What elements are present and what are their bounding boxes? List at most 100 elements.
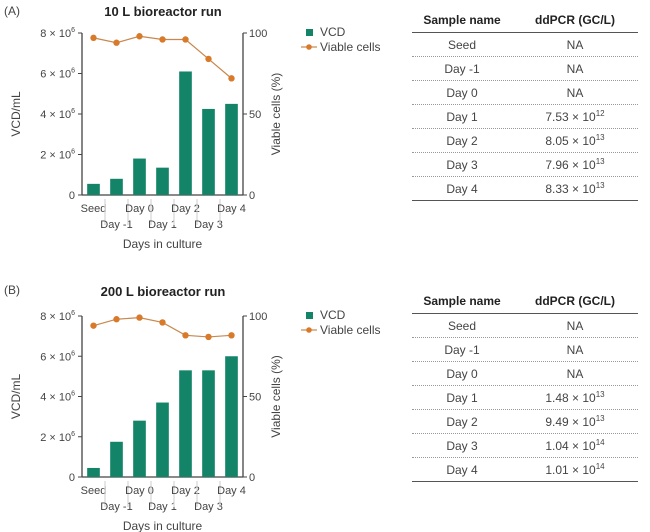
viability-point [182, 36, 189, 43]
sample-name-cell: Seed [447, 37, 477, 52]
x-tick-label: Day 1 [148, 219, 177, 231]
tick-mantissa: 4 × 10 [40, 392, 71, 404]
panel-label-b: (B) [4, 283, 20, 297]
right-tick-label: 50 [249, 392, 261, 404]
tick-exponent: 6 [71, 391, 75, 398]
vcd-bar [156, 402, 169, 477]
ddpcr-exponent: 14 [595, 462, 605, 471]
ddpcr-mantissa: 1.01 × 10 [545, 463, 596, 477]
table-row: Day 2 9.49 × 1013 [412, 410, 638, 434]
viability-point [228, 75, 235, 82]
ddpcr-mantissa: 7.53 × 10 [545, 110, 596, 124]
viability-point [159, 36, 166, 43]
ddpcr-exponent: 12 [595, 109, 605, 118]
x-tick-label: Day -1 [100, 219, 132, 231]
ddpcr-mantissa: NA [566, 38, 584, 52]
ddpcr-value-cell: 1.01 × 1014 [512, 462, 638, 477]
right-tick-label: 0 [249, 472, 255, 484]
sample-name-cell: Day 3 [446, 438, 478, 453]
table-row: Day -1 NA [412, 338, 638, 362]
x-tick-label: Day 0 [125, 203, 154, 215]
ddpcr-mantissa: 7.96 × 10 [545, 158, 596, 172]
vcd-bar [179, 71, 192, 195]
legend-viable-label: Viable cells [320, 40, 380, 54]
ddpcr-mantissa: NA [566, 367, 584, 381]
right-tick-label: 50 [249, 109, 261, 121]
ddpcr-exponent: 13 [595, 414, 605, 423]
x-tick-label: Day 4 [217, 203, 246, 215]
header-ddpcr: ddPCR (GC/L) [535, 13, 615, 27]
ddpcr-value-cell: NA [512, 318, 638, 333]
x-axis-label: Days in culture [123, 519, 203, 532]
x-tick-label: Day 3 [194, 501, 223, 513]
left-tick-label: 2 × 106 [40, 431, 75, 444]
legend-vcd-swatch [306, 312, 313, 319]
tick-mantissa: 4 × 10 [40, 109, 71, 121]
ddpcr-mantissa: NA [566, 343, 584, 357]
sample-name-cell: Seed [447, 318, 477, 333]
vcd-bar [202, 108, 215, 195]
header-sample-name: Sample name [423, 13, 501, 27]
ddpcr-value-cell: NA [512, 61, 638, 76]
table-header: Sample name ddPCR (GC/L) [412, 289, 638, 314]
tick-exponent: 6 [71, 350, 75, 357]
x-tick-label: Day -1 [100, 501, 132, 513]
tick-mantissa: 6 × 10 [40, 69, 71, 81]
ddpcr-value-cell: NA [512, 85, 638, 100]
ddpcr-mantissa: 9.49 × 10 [545, 415, 596, 429]
vcd-bar [225, 103, 238, 195]
tick-mantissa: 2 × 10 [40, 432, 71, 444]
ddpcr-value-cell: 7.53 × 1012 [512, 109, 638, 124]
table-row: Day -1 NA [412, 57, 638, 81]
tick-mantissa: 6 × 10 [40, 351, 71, 363]
table-row: Day 1 1.48 × 1013 [412, 386, 638, 410]
vcd-bar [133, 158, 146, 195]
ddpcr-value-cell: NA [512, 342, 638, 357]
viability-point [205, 55, 212, 63]
table-row: Day 0 NA [412, 81, 638, 105]
viability-point [90, 34, 97, 42]
ddpcr-value-cell: NA [512, 366, 638, 381]
vcd-bar [179, 370, 192, 477]
tick-exponent: 6 [71, 27, 75, 34]
vcd-bar [225, 356, 238, 477]
vcd-bar [110, 441, 123, 477]
ddpcr-value-cell: 9.49 × 1013 [512, 414, 638, 429]
legend-viable-label: Viable cells [320, 323, 380, 337]
legend-vcd-swatch [306, 29, 313, 36]
x-tick-label: Day 0 [125, 485, 154, 497]
ddpcr-value-cell: 7.96 × 1013 [512, 157, 638, 172]
vcd-bar [110, 178, 123, 195]
ddpcr-mantissa: NA [566, 86, 584, 100]
table-row: Day 4 8.33 × 1013 [412, 177, 638, 201]
viability-point [113, 39, 120, 46]
legend-vcd-label: VCD [320, 25, 346, 39]
viability-point [136, 314, 143, 321]
header-sample-name: Sample name [423, 294, 501, 308]
left-tick-label: 2 × 106 [40, 149, 75, 162]
ddpcr-value-cell: 1.48 × 1013 [512, 390, 638, 405]
table-row: Day 1 7.53 × 1012 [412, 105, 638, 129]
table-header: Sample name ddPCR (GC/L) [412, 8, 638, 33]
sample-name-cell: Day -1 [444, 342, 480, 357]
sample-name-cell: Day 1 [446, 390, 478, 405]
left-tick-label: 4 × 106 [40, 108, 75, 121]
ddpcr-exponent: 13 [595, 133, 605, 142]
sample-name-cell: Day 4 [446, 462, 478, 477]
right-tick-label: 100 [249, 28, 267, 40]
ddpcr-value-cell: 8.33 × 1013 [512, 181, 638, 196]
ddpcr-value-cell: NA [512, 37, 638, 52]
panel-label-a: (A) [4, 4, 20, 18]
tick-mantissa: 0 [69, 190, 75, 202]
vcd-bar [202, 370, 215, 477]
viability-point [113, 316, 120, 323]
vcd-bar [87, 183, 100, 195]
ddpcr-mantissa: NA [566, 319, 584, 333]
ddpcr-exponent: 13 [595, 157, 605, 166]
vcd-bar [156, 167, 169, 195]
sample-name-cell: Day 1 [446, 109, 478, 124]
chart-title-a: 10 L bioreactor run [104, 4, 222, 19]
chart-title-b: 200 L bioreactor run [100, 284, 226, 299]
tick-exponent: 6 [71, 310, 75, 317]
